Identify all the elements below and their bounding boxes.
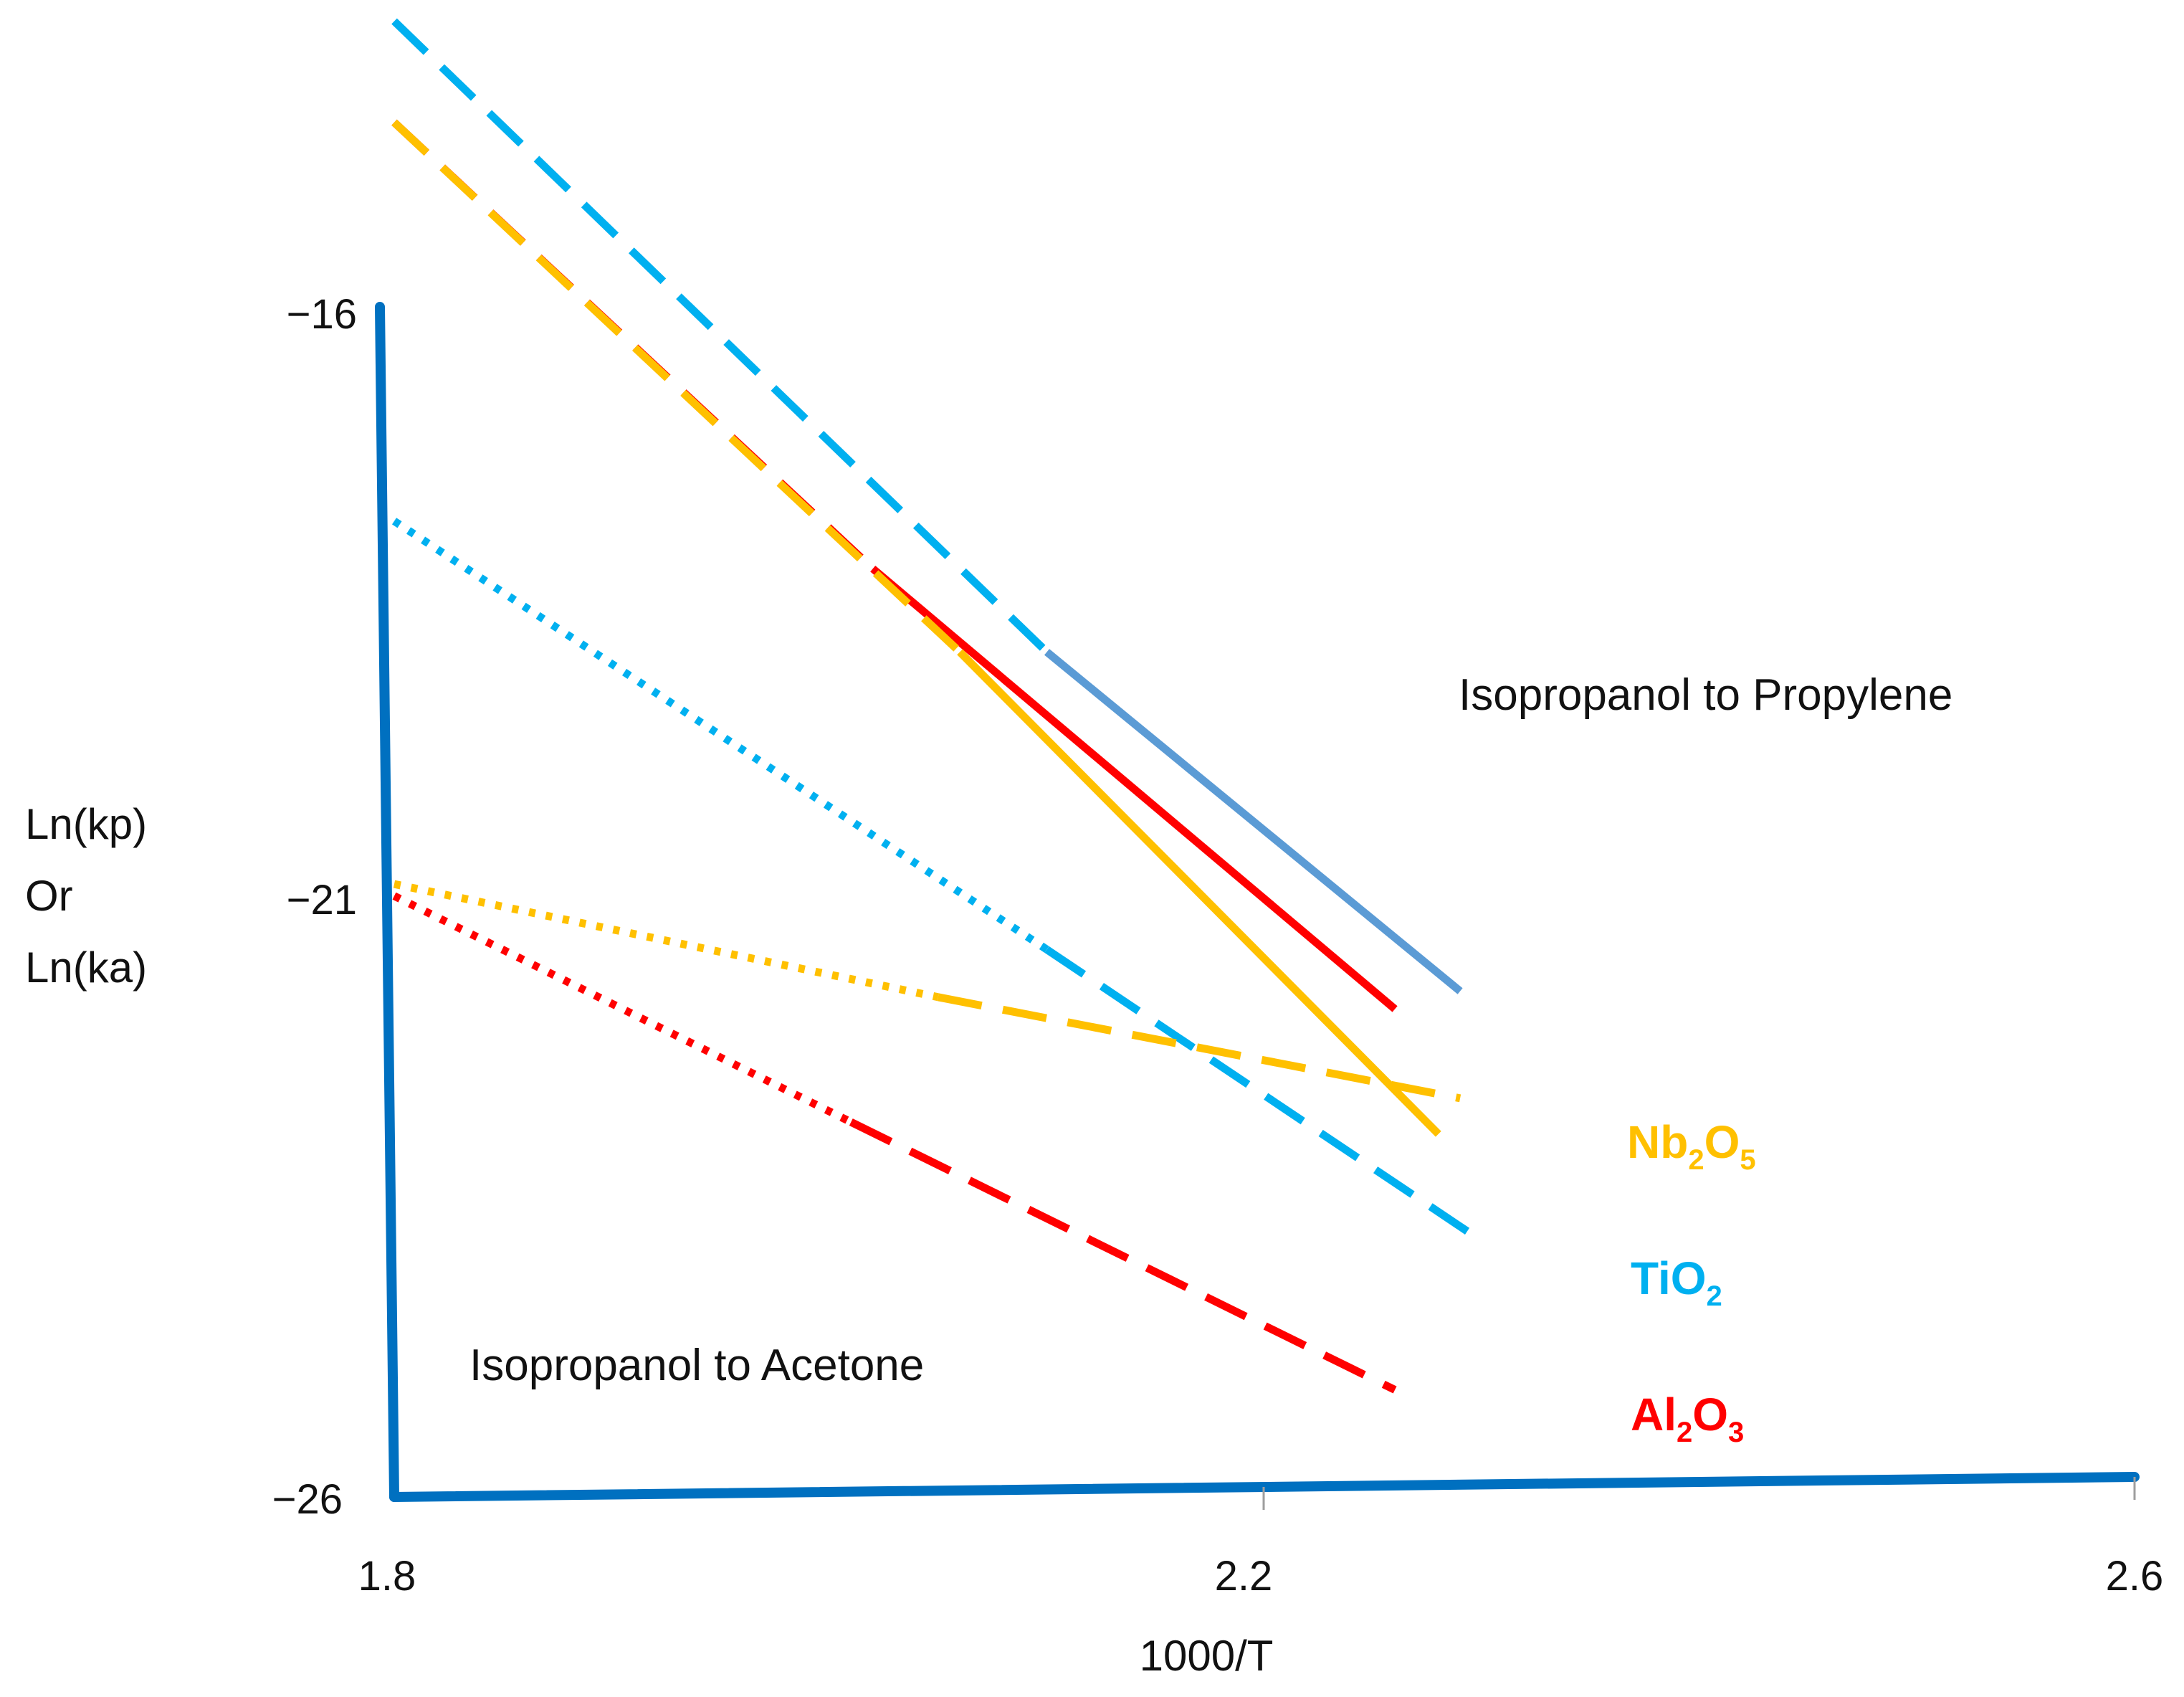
y-tick-label: −26 xyxy=(272,1476,343,1523)
legend-tio2-sub2: 2 xyxy=(1707,1280,1722,1312)
series-tio2-acetone xyxy=(391,518,1484,1245)
legend-tio2-base: Ti xyxy=(1631,1252,1671,1304)
series-line-segment xyxy=(849,1118,1397,1394)
legend-tio2: TiO2 xyxy=(1631,1252,1722,1312)
series-line-segment xyxy=(870,565,1398,1012)
series-line-segment xyxy=(957,649,1441,1137)
series-line-segment xyxy=(392,892,853,1126)
series-line-segment xyxy=(1044,649,1463,994)
series-tio2-propylene xyxy=(391,18,1463,994)
series-line-segment xyxy=(391,18,1050,655)
series-line-segment xyxy=(391,518,1049,953)
series-line-segment xyxy=(937,993,1461,1103)
legend-nb2o5-sub2: 5 xyxy=(1740,1144,1755,1176)
y-axis-title-line-3: Ln(ka) xyxy=(25,943,147,992)
series-al2o3-acetone xyxy=(392,892,1397,1394)
series-al2o3-propylene xyxy=(391,119,1398,1012)
legend-nb2o5-mid: O xyxy=(1704,1116,1740,1168)
legend-al2o3: Al2O3 xyxy=(1631,1389,1744,1448)
legend-nb2o5-base: Nb xyxy=(1627,1116,1688,1168)
y-tick-label: −16 xyxy=(287,291,357,338)
legend-nb2o5-sub1: 2 xyxy=(1688,1144,1704,1176)
series-nb2o5-acetone xyxy=(393,880,1461,1103)
x-tick-label: 2.6 xyxy=(2106,1553,2164,1599)
annotation-propylene: Isopropanol to Propylene xyxy=(1459,670,1952,720)
x-axis-title: 1000/T xyxy=(1140,1632,1274,1680)
y-axis-title-line-2: Or xyxy=(25,872,73,920)
series-layer xyxy=(391,18,1484,1394)
y-axis-line xyxy=(375,302,399,1502)
series-line-segment xyxy=(393,880,939,1002)
legend-al2o3-base: Al xyxy=(1631,1389,1677,1440)
series-nb2o5-propylene xyxy=(391,119,1441,1137)
x-tick-label: 2.2 xyxy=(1215,1553,1273,1599)
legend-al2o3-sub1: 2 xyxy=(1677,1417,1692,1448)
legend-tio2-mid: O xyxy=(1671,1252,1707,1304)
y-axis-title-line-1: Ln(kp) xyxy=(25,800,147,848)
legend-al2o3-mid: O xyxy=(1692,1389,1728,1440)
annotation-acetone: Isopropanol to Acetone xyxy=(469,1341,924,1390)
legend-nb2o5: Nb2O5 xyxy=(1627,1116,1756,1176)
series-line-segment xyxy=(1044,946,1484,1245)
x-tick-label: 1.8 xyxy=(358,1553,416,1599)
y-tick-label: −21 xyxy=(287,877,357,923)
legend-al2o3-sub2: 3 xyxy=(1728,1417,1744,1448)
